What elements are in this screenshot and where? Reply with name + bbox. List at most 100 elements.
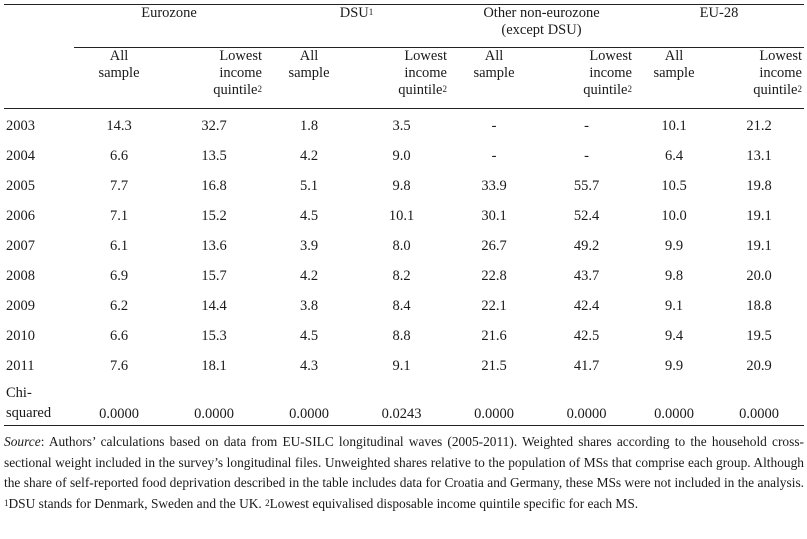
table-cell: 3.8 [299, 297, 319, 314]
group-other-non-eurozone: Other non-eurozone (except DSU) [449, 4, 634, 48]
table-row: 2004 6.6 13.5 4.2 9.0 - - 6.4 13.1 [4, 141, 804, 171]
table-cell: - [491, 117, 497, 134]
table-cell: 22.1 [481, 297, 507, 314]
table-cell: 42.5 [573, 327, 600, 344]
table-cell: 0.0000 [739, 406, 779, 422]
year-cell: 2010 [6, 327, 35, 344]
group-header-row: Eurozone DSU1 Other non-eurozone (except … [4, 4, 804, 48]
table-cell: 55.7 [573, 177, 600, 194]
table-cell: 15.3 [201, 327, 227, 344]
table-cell: 4.2 [299, 147, 319, 164]
year-cell: 2004 [6, 147, 35, 164]
table-cell: 9.8 [392, 177, 411, 194]
table-cell: 0.0243 [381, 406, 422, 422]
table-cell: 49.2 [573, 237, 600, 254]
table-cell: 3.5 [392, 117, 411, 134]
table-cell: 4.5 [299, 207, 319, 224]
table-cell: 41.7 [573, 357, 600, 374]
table-row: 2007 6.1 13.6 3.9 8.0 26.7 49.2 9.9 19.1 [4, 231, 804, 261]
year-cell: 2009 [6, 297, 35, 314]
table-cell: 21.2 [746, 117, 772, 134]
year-cell: 2006 [6, 207, 35, 224]
table-cell: 30.1 [481, 207, 507, 224]
table-cell: - [584, 117, 589, 134]
group-dsu: DSU1 [264, 4, 449, 48]
table-cell: 5.1 [299, 177, 319, 194]
table-cell: 13.5 [201, 147, 227, 164]
table-cell: 19.5 [746, 327, 772, 344]
table-cell: 3.9 [299, 237, 319, 254]
table-cell: 13.6 [201, 237, 227, 254]
table-cell: 10.1 [388, 207, 415, 224]
table-cell: 20.0 [746, 267, 772, 284]
table-cell: 21.6 [481, 327, 507, 344]
col-lowest-quintile: Lowest income quintile2 [213, 48, 262, 98]
table-cell: 6.1 [109, 237, 129, 254]
year-cell: 2011 [6, 357, 35, 374]
table-cell: 43.7 [573, 267, 600, 284]
table-cell: 10.1 [661, 117, 687, 134]
table-cell: 21.5 [481, 357, 507, 374]
table-cell: 0.0000 [566, 406, 607, 422]
table-row: 2005 7.7 16.8 5.1 9.8 33.9 55.7 10.5 19.8 [4, 171, 804, 201]
table-cell: 19.1 [746, 207, 772, 224]
table-cell: 0.0000 [474, 406, 514, 422]
footnote-mark-1: 1 [4, 497, 9, 508]
table-cell: 10.5 [661, 177, 687, 194]
col-all-sample: All sample [653, 48, 695, 81]
footnote-mark-2: 2 [265, 497, 270, 508]
table-cell: 0.0000 [654, 406, 694, 422]
table-cell: 18.1 [201, 357, 227, 374]
table-row: 2009 6.2 14.4 3.8 8.4 22.1 42.4 9.1 18.8 [4, 291, 804, 321]
col-all-sample: All sample [288, 48, 330, 81]
source-label: Source [4, 434, 41, 449]
table-row: 2010 6.6 15.3 4.5 8.8 21.6 42.5 9.4 19.5 [4, 321, 804, 351]
table-cell: 32.7 [201, 117, 227, 134]
table-row: 2011 7.6 18.1 4.3 9.1 21.5 41.7 9.9 20.9 [4, 351, 804, 381]
table-cell: 9.1 [664, 297, 684, 314]
table-cell: 26.7 [481, 237, 507, 254]
table-cell: 22.8 [481, 267, 507, 284]
food-deprivation-table: Eurozone DSU1 Other non-eurozone (except … [4, 4, 804, 426]
table-cell: 1.8 [299, 117, 319, 134]
table-row: 2008 6.9 15.7 4.2 8.2 22.8 43.7 9.8 20.0 [4, 261, 804, 291]
table-cell: 10.0 [661, 207, 687, 224]
table-cell: 6.6 [109, 147, 129, 164]
table-row: 2003 14.3 32.7 1.8 3.5 - - 10.1 21.2 [4, 109, 804, 142]
table-cell: 14.3 [106, 117, 132, 134]
table-cell: 0.0000 [194, 406, 234, 422]
col-lowest-quintile: Lowest income quintile2 [583, 48, 632, 98]
table-cell: 7.6 [109, 357, 129, 374]
table-cell: 9.0 [392, 147, 411, 164]
table-cell: 6.9 [109, 267, 129, 284]
col-lowest-quintile: Lowest income quintile2 [398, 48, 447, 98]
year-cell: 2008 [6, 267, 35, 284]
chi-squared-label: Chi-squared [6, 385, 52, 421]
table-cell: 4.2 [299, 267, 319, 284]
table-cell: 6.4 [664, 147, 684, 164]
table-cell: 9.4 [664, 327, 684, 344]
table-cell: - [491, 147, 497, 164]
year-cell: 2007 [6, 237, 35, 254]
table-cell: 6.6 [109, 327, 129, 344]
table-cell: - [584, 147, 589, 164]
table-row: 2006 7.1 15.2 4.5 10.1 30.1 52.4 10.0 19.1 [4, 201, 804, 231]
table-cell: 19.1 [746, 237, 772, 254]
table-cell: 15.7 [201, 267, 227, 284]
table-cell: 9.1 [392, 357, 411, 374]
footnote-mark-1: 1 [368, 7, 374, 17]
table-cell: 7.1 [109, 207, 129, 224]
table-cell: 6.2 [109, 297, 129, 314]
table-cell: 13.1 [746, 147, 772, 164]
table-cell: 7.7 [109, 177, 129, 194]
table-cell: 14.4 [201, 297, 227, 314]
col-all-sample: All sample [98, 48, 140, 81]
table-cell: 9.9 [664, 237, 684, 254]
table-cell: 18.8 [746, 297, 772, 314]
col-all-sample: All sample [473, 48, 515, 81]
chi-squared-row: Chi-squared 0.0000 0.0000 0.0000 0.0243 … [4, 381, 804, 426]
subheader-row: All sample Lowest income quintile2 All sampl… [4, 48, 804, 109]
year-cell: 2003 [6, 117, 35, 134]
table-cell: 15.2 [201, 207, 227, 224]
